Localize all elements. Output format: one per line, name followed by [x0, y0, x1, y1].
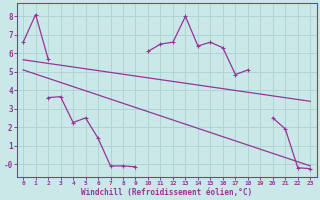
X-axis label: Windchill (Refroidissement éolien,°C): Windchill (Refroidissement éolien,°C) [81, 188, 252, 197]
